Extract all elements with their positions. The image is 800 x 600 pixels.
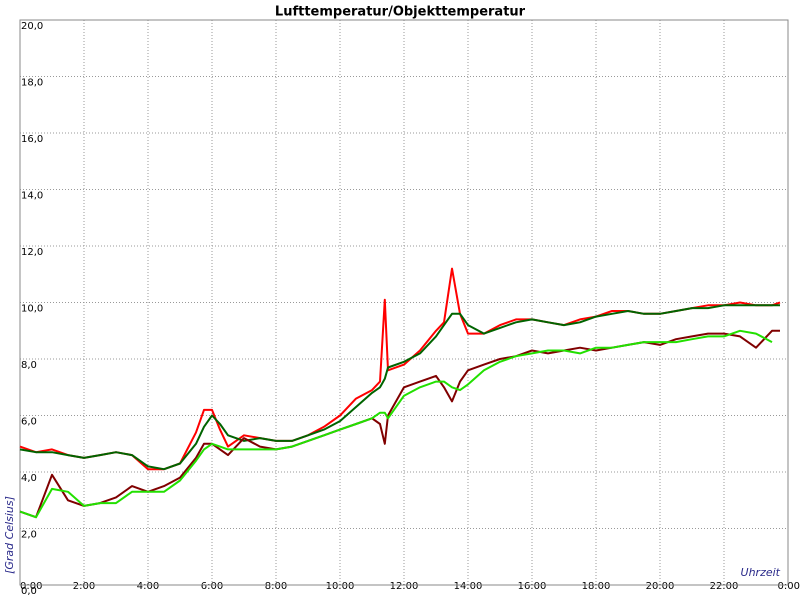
y-tick-label: 20,0 bbox=[21, 21, 43, 32]
series-line bbox=[19, 267, 781, 471]
x-tick-label: 8:00 bbox=[265, 581, 287, 592]
y-tick-label: 4,0 bbox=[21, 473, 37, 484]
y-tick-label: 6,0 bbox=[21, 417, 37, 428]
x-tick-label: 2:00 bbox=[73, 581, 95, 592]
y-tick-label: 14,0 bbox=[21, 191, 43, 202]
y-tick-label: 8,0 bbox=[21, 360, 37, 371]
y-tick-label: 0,0 bbox=[21, 586, 37, 597]
y-tick-label: 18,0 bbox=[21, 78, 43, 89]
x-tick-label: 0:00 bbox=[778, 581, 800, 592]
y-tick-label: 12,0 bbox=[21, 247, 43, 258]
y-tick-label: 10,0 bbox=[21, 304, 43, 315]
x-tick-label: 16:00 bbox=[518, 581, 547, 592]
x-tick-label: 4:00 bbox=[137, 581, 159, 592]
x-tick-label: 18:00 bbox=[582, 581, 611, 592]
plot-frame bbox=[19, 19, 789, 586]
series-line bbox=[19, 329, 773, 519]
x-tick-label: 10:00 bbox=[326, 581, 355, 592]
x-tick-label: 12:00 bbox=[390, 581, 419, 592]
x-tick-label: 20:00 bbox=[646, 581, 675, 592]
x-tick-label: 6:00 bbox=[201, 581, 223, 592]
chart-title: Lufttemperatur/Objekttemperatur bbox=[275, 5, 526, 20]
y-tick-label: 16,0 bbox=[21, 134, 43, 145]
y-axis-label: [Grad Celsius] bbox=[3, 496, 16, 574]
x-tick-label: 0:00 bbox=[20, 581, 42, 592]
x-tick-label: 14:00 bbox=[454, 581, 483, 592]
y-tick-label: 2,0 bbox=[21, 530, 37, 541]
x-tick-label: 22:00 bbox=[710, 581, 739, 592]
x-axis-label: Uhrzeit bbox=[741, 566, 781, 579]
series-line bbox=[19, 304, 780, 471]
